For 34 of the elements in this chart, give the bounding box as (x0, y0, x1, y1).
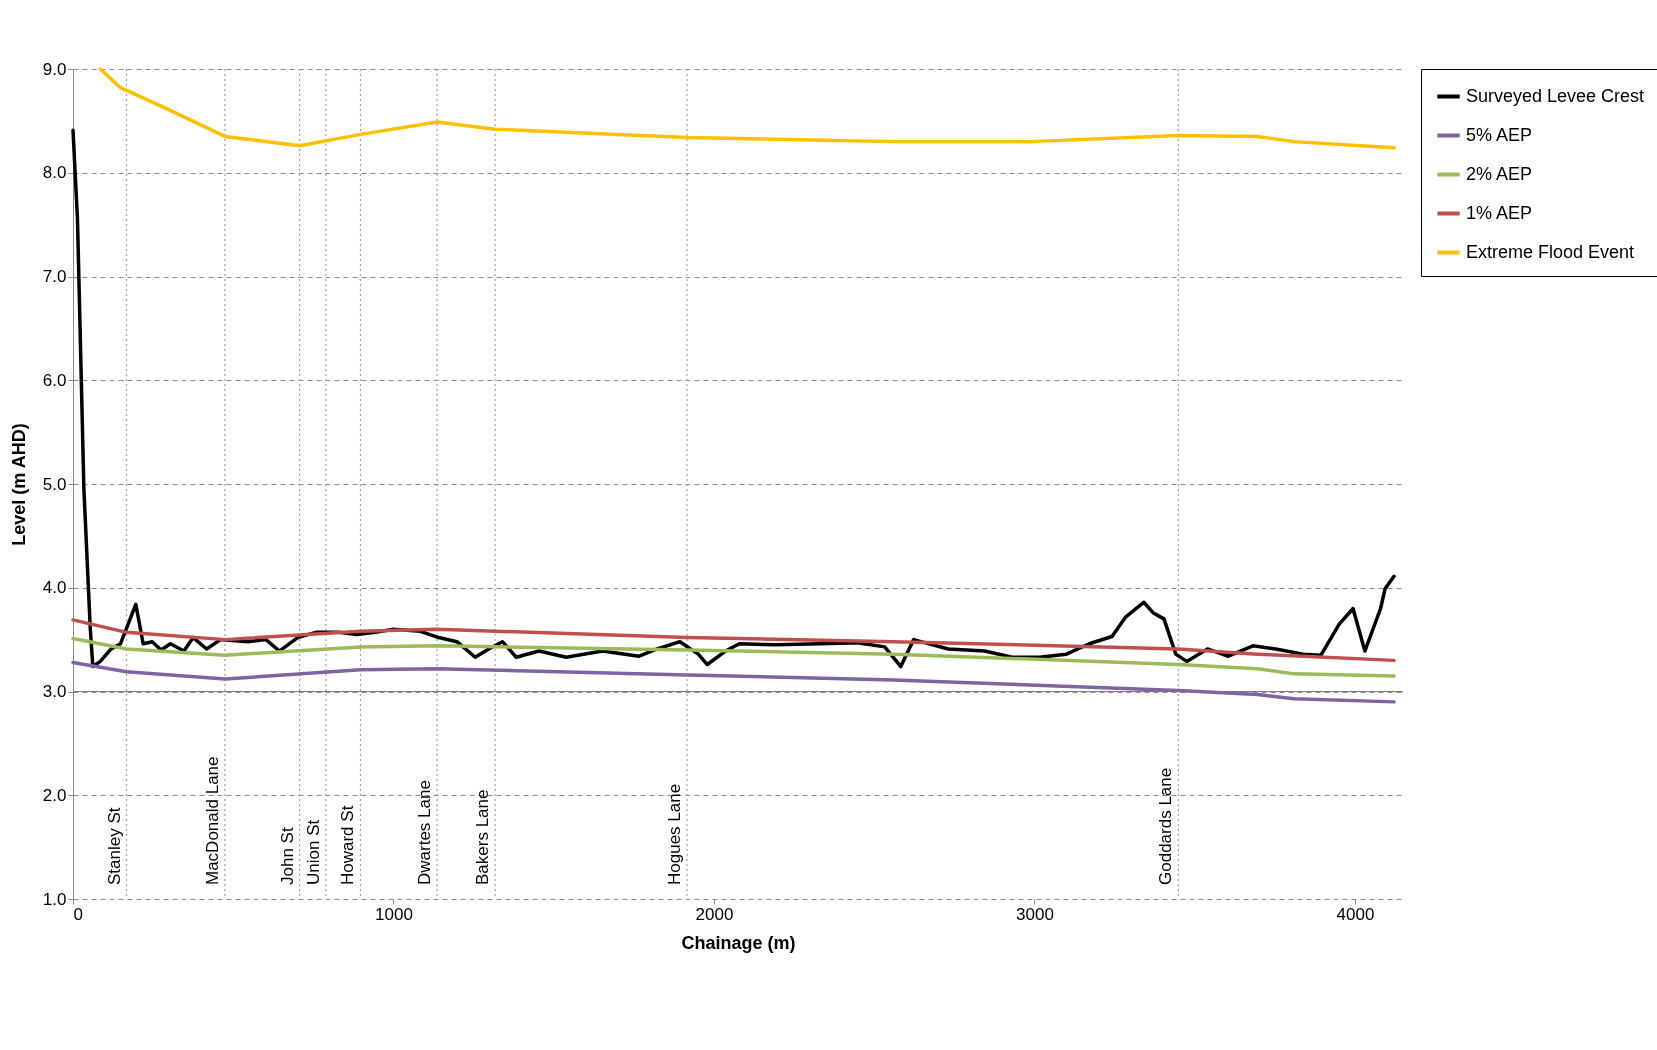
x-tick-label: 2000 (695, 904, 734, 924)
ref-line-label: MacDonald Lane (202, 756, 222, 885)
ref-line-label: Dwartes Lane (415, 780, 435, 885)
line-series (71, 618, 1396, 663)
legend-label: 5% AEP (1466, 124, 1533, 145)
ref-line-label: Goddards Lane (1156, 767, 1176, 885)
y-tick-label: 3.0 (42, 682, 67, 701)
line-series (98, 67, 1396, 150)
ref-line-label: Stanley St (104, 807, 124, 885)
ref-line-label: Howard St (338, 805, 358, 885)
ref-line-label: John St (277, 827, 297, 885)
ref-line-label: Bakers Lane (473, 789, 493, 885)
x-tick-label: 3000 (1016, 904, 1054, 924)
y-axis-title: Level (m AHD) (8, 423, 29, 546)
y-tick-label: 6.0 (42, 370, 67, 390)
ref-line-label: Union St (303, 819, 323, 885)
x-tick-label: 4000 (1336, 904, 1375, 924)
ref-line-label: Hogues Lane (665, 783, 685, 885)
line-series (71, 660, 1396, 704)
y-tick-label: 9.0 (42, 59, 67, 79)
y-tick-label: 2.0 (42, 785, 67, 805)
x-axis-title: Chainage (m) (681, 932, 796, 953)
x-tick-label: 1000 (375, 904, 413, 924)
legend-label: 1% AEP (1466, 202, 1533, 223)
x-tick-label: 0 (73, 904, 83, 924)
y-tick-label: 8.0 (42, 163, 67, 183)
legend-label: Extreme Flood Event (1466, 241, 1635, 262)
y-tick-label: 1.0 (42, 889, 67, 909)
y-tick-label: 4.0 (42, 578, 67, 598)
y-tick-label: 7.0 (42, 267, 67, 286)
y-tick-label: 5.0 (42, 474, 67, 494)
legend-label: 2% AEP (1466, 163, 1533, 184)
legend-label: Surveyed Levee Crest (1466, 85, 1645, 106)
line-series (71, 636, 1396, 678)
